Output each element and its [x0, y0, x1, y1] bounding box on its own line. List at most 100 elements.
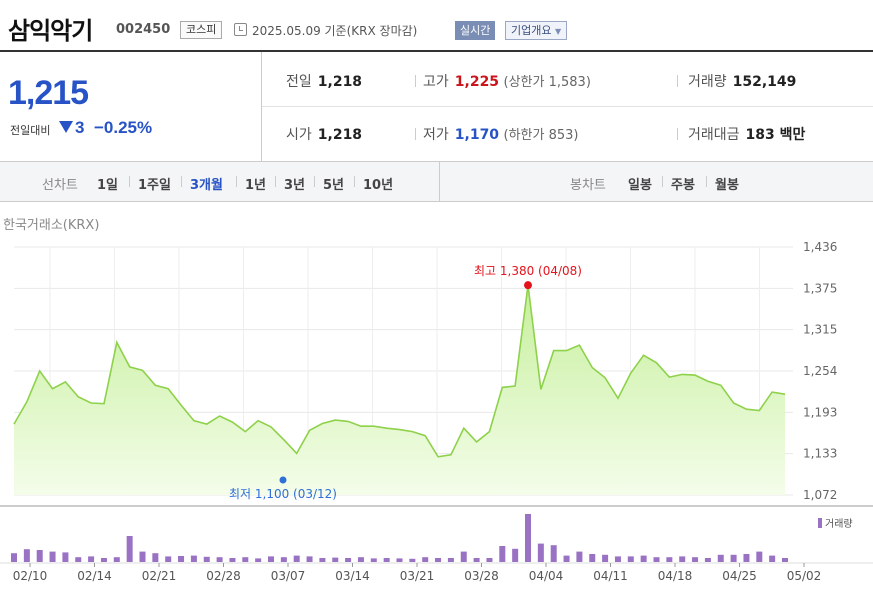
tab-separator	[314, 176, 315, 187]
tab-separator	[662, 176, 663, 187]
volume-bar	[152, 553, 159, 562]
change-amount: 3	[75, 118, 85, 137]
tab-1w[interactable]: 1주일	[138, 178, 171, 193]
volume-bar	[589, 554, 596, 562]
tab-1d[interactable]: 1일	[97, 178, 119, 193]
volume-bar	[473, 558, 480, 562]
volume-bar	[679, 556, 686, 562]
low-marker	[279, 476, 287, 484]
volume-bar	[627, 556, 634, 562]
volume-bar	[769, 555, 776, 562]
volume-value: 152,149	[732, 74, 797, 90]
realtime-button[interactable]: 실시간	[455, 21, 496, 40]
tab-daily[interactable]: 일봉	[628, 178, 652, 193]
volume-bar	[216, 557, 223, 562]
volume-bar	[653, 557, 660, 562]
volume-bar	[165, 556, 172, 562]
volume-bar	[293, 555, 300, 562]
volume-bar	[486, 558, 493, 562]
volume-bar	[409, 558, 416, 562]
corp-info-dropdown[interactable]: 기업개요 ▼	[505, 21, 568, 40]
amount-value: 183 백만	[745, 127, 806, 143]
x-tick-label: 02/10	[13, 569, 48, 583]
volume-bar	[422, 557, 429, 562]
current-price: 1,215	[8, 74, 89, 112]
volume-bar	[666, 557, 673, 562]
high-label: 고가	[423, 74, 449, 90]
x-tick-label: 04/11	[593, 569, 628, 583]
tab-weekly[interactable]: 주봉	[671, 178, 695, 193]
volume-bar	[255, 558, 262, 562]
current-price-box: 1,215 전일대비 3 −0.25%	[0, 52, 262, 162]
x-tick-label: 04/04	[529, 569, 564, 583]
quote-panel: 1,215 전일대비 3 −0.25% 전일 1,218 고가 1,225 (상한가…	[0, 52, 873, 162]
x-tick-label: 03/07	[271, 569, 306, 583]
tab-3y[interactable]: 3년	[284, 178, 306, 193]
volume-bar	[782, 558, 788, 562]
x-tick-label: 03/21	[400, 569, 435, 583]
x-tick-label: 02/14	[77, 569, 112, 583]
annotations: 최고 1,380 (04/08) 최저 1,100 (03/12)	[229, 264, 582, 501]
company-name: 삼익악기	[8, 17, 93, 45]
price-line	[13, 285, 786, 458]
volume-stat: 거래량 152,149	[688, 71, 796, 91]
volume-bar	[576, 551, 583, 562]
exchange-label: 한국거래소(KRX)	[3, 218, 100, 233]
separator	[415, 75, 416, 87]
volume-bar	[396, 558, 403, 562]
down-triangle-icon	[59, 121, 73, 133]
tab-separator	[275, 176, 276, 187]
tab-10y[interactable]: 10년	[363, 178, 394, 193]
volume-bar	[49, 551, 56, 562]
volume-bar	[499, 546, 506, 562]
volume-bar	[704, 558, 711, 562]
tab-monthly[interactable]: 월봉	[715, 178, 739, 193]
separator	[415, 128, 416, 140]
volume-bar	[280, 557, 287, 562]
chart-period-tabs: 선차트 1일 1주일 3개월 1년 3년 5년 10년 봉차트 일봉 주봉 월봉	[0, 162, 873, 202]
volume-bar	[113, 557, 120, 562]
low-value: 1,170	[454, 127, 500, 143]
volume-bar	[640, 555, 647, 562]
volume-bar	[332, 557, 339, 562]
tab-separator	[236, 176, 237, 187]
prev-close-label: 전일	[286, 74, 312, 90]
change-label: 전일대비	[10, 124, 51, 137]
volume-bar	[36, 550, 43, 562]
volume-bars: 거래량	[11, 514, 853, 562]
volume-bar	[563, 555, 570, 562]
tab-5y[interactable]: 5년	[323, 178, 345, 193]
stock-code: 002450	[116, 22, 171, 37]
tab-3m[interactable]: 3개월	[190, 178, 223, 193]
x-tick-label: 04/25	[722, 569, 757, 583]
price-area	[14, 285, 785, 495]
x-tick-label: 02/21	[142, 569, 177, 583]
volume-bar	[139, 551, 146, 562]
y-tick-label: 1,436	[803, 240, 837, 254]
y-axis-ticks: 1,436 1,375 1,315 1,254 1,193 1,133 1,072	[803, 240, 837, 502]
y-tick-label: 1,193	[803, 405, 837, 419]
low-stat: 저가 1,170 (하한가 853)	[423, 124, 579, 144]
high-marker	[524, 281, 532, 290]
tab-separator	[129, 176, 130, 187]
x-axis-ticks: 02/10 02/14 02/21 02/28 03/07 03/14 03/21 03/28…	[13, 563, 821, 583]
tabs-divider	[439, 162, 440, 202]
volume-bar	[242, 557, 249, 562]
volume-bar	[602, 554, 609, 562]
chevron-down-icon: ▼	[554, 27, 562, 36]
separator	[677, 75, 678, 87]
volume-legend-swatch	[818, 518, 822, 528]
volume-bar	[756, 551, 763, 562]
datetime: 2025.05.09 기준(KRX 장마감)	[252, 24, 418, 38]
volume-bar	[743, 554, 750, 562]
volume-bar	[306, 556, 313, 562]
tab-separator	[354, 176, 355, 187]
separator	[677, 128, 678, 140]
open-label: 시가	[286, 127, 312, 143]
y-tick-label: 1,133	[803, 447, 837, 461]
tab-1y[interactable]: 1년	[245, 178, 267, 193]
tab-separator	[706, 176, 707, 187]
volume-bar	[447, 558, 454, 562]
x-tick-label: 03/14	[335, 569, 370, 583]
